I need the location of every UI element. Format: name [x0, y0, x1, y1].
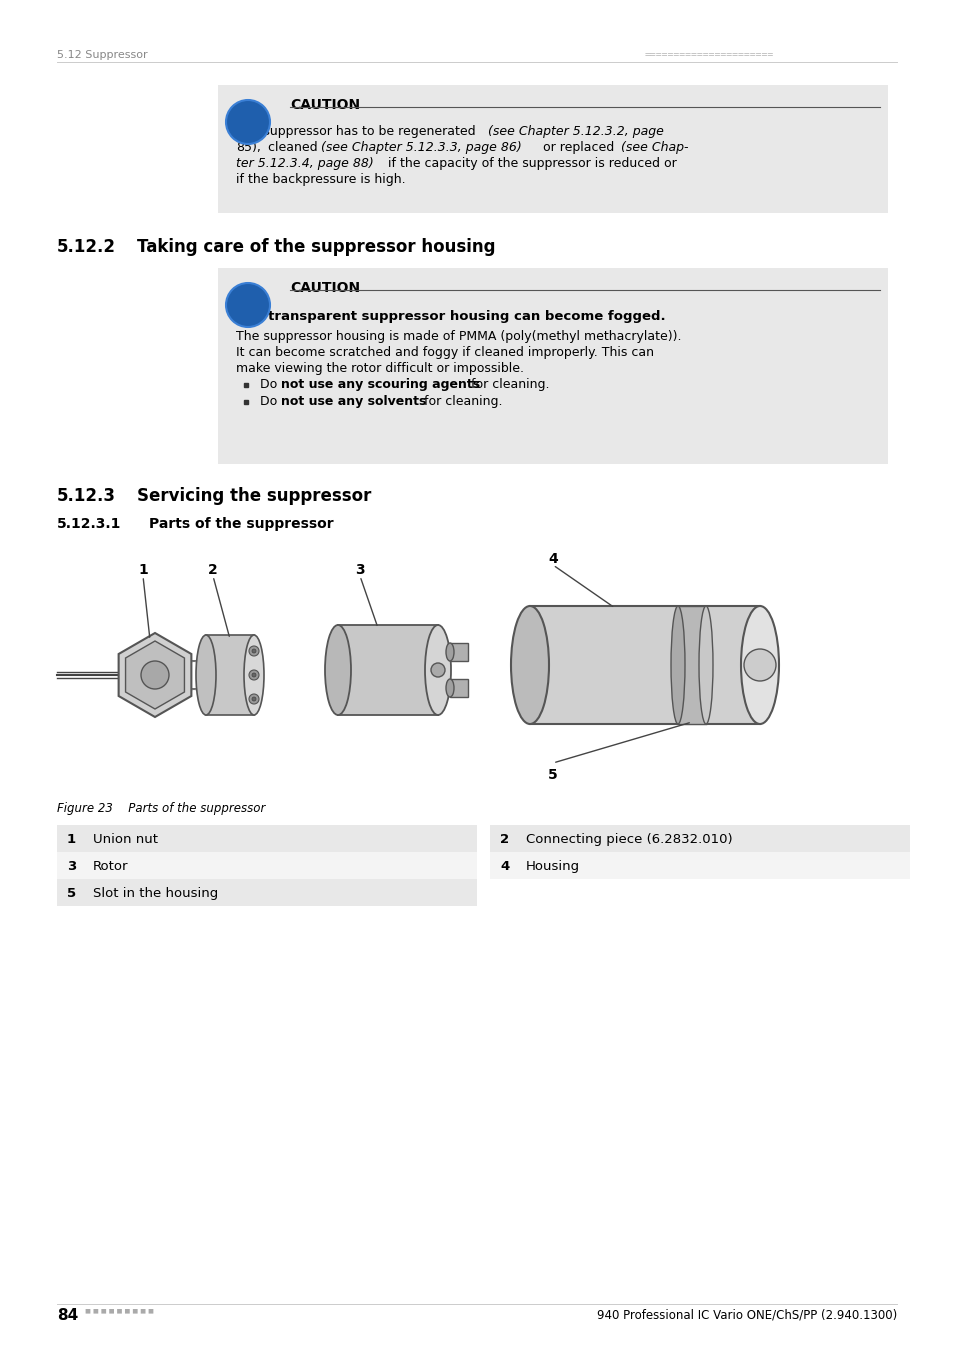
Circle shape: [226, 284, 270, 327]
Text: Connecting piece (6.2832.010): Connecting piece (6.2832.010): [525, 833, 732, 846]
Text: 5.12.3: 5.12.3: [57, 487, 116, 505]
Text: Do: Do: [260, 378, 281, 392]
Text: cleaned: cleaned: [264, 140, 321, 154]
Text: if the capacity of the suppressor is reduced or: if the capacity of the suppressor is red…: [384, 157, 676, 170]
Text: (see Chapter 5.12.3.3, page 86): (see Chapter 5.12.3.3, page 86): [320, 140, 521, 154]
Text: Servicing the suppressor: Servicing the suppressor: [137, 487, 371, 505]
Bar: [490, 825, 909, 852]
Text: not use any scouring agents: not use any scouring agents: [281, 378, 479, 392]
Text: CAUTION: CAUTION: [290, 281, 359, 296]
Ellipse shape: [699, 606, 712, 724]
Circle shape: [249, 670, 258, 680]
Bar: [57, 879, 476, 906]
Text: make viewing the rotor difficult or impossible.: make viewing the rotor difficult or impo…: [235, 362, 523, 375]
Text: 5.12 Suppressor: 5.12 Suppressor: [57, 50, 148, 59]
Polygon shape: [126, 641, 184, 709]
Ellipse shape: [740, 606, 779, 724]
Text: for cleaning.: for cleaning.: [419, 396, 502, 408]
Text: 5.12.3.1: 5.12.3.1: [57, 517, 121, 531]
Text: 1: 1: [138, 563, 148, 576]
Bar: [57, 852, 476, 879]
Circle shape: [252, 649, 255, 653]
Text: 2: 2: [208, 563, 217, 576]
Text: (see Chap-: (see Chap-: [620, 140, 688, 154]
Text: 84: 84: [57, 1308, 78, 1323]
Text: 2: 2: [499, 833, 509, 846]
Ellipse shape: [511, 606, 548, 724]
Text: Rotor: Rotor: [92, 860, 129, 873]
Text: 5: 5: [547, 768, 558, 782]
Bar: [57, 879, 476, 906]
Text: Slot in the housing: Slot in the housing: [92, 887, 218, 900]
Circle shape: [252, 674, 255, 676]
Text: 5: 5: [67, 887, 76, 900]
Circle shape: [431, 663, 444, 676]
Text: 3: 3: [67, 860, 76, 873]
Text: It can become scratched and foggy if cleaned improperly. This can: It can become scratched and foggy if cle…: [235, 346, 654, 359]
Polygon shape: [118, 633, 192, 717]
Text: Parts of the suppressor: Parts of the suppressor: [149, 517, 334, 531]
Ellipse shape: [446, 643, 454, 662]
Text: Housing: Housing: [525, 860, 579, 873]
Text: 3: 3: [355, 563, 364, 576]
Circle shape: [743, 649, 775, 680]
Text: ter 5.12.3.4, page 88): ter 5.12.3.4, page 88): [235, 157, 374, 170]
Text: ======================: ======================: [644, 50, 774, 59]
Text: 85),: 85),: [235, 140, 260, 154]
Ellipse shape: [325, 625, 351, 716]
Bar: [678, 606, 705, 724]
Text: Do: Do: [260, 396, 281, 408]
Ellipse shape: [195, 634, 215, 716]
Text: 5.12.2: 5.12.2: [57, 238, 116, 256]
Circle shape: [226, 100, 270, 144]
Text: 4: 4: [499, 860, 509, 873]
Text: (see Chapter 5.12.3.2, page: (see Chapter 5.12.3.2, page: [488, 126, 663, 138]
Text: The suppressor housing is made of PMMA (poly(methyl methacrylate)).: The suppressor housing is made of PMMA (…: [235, 329, 680, 343]
Circle shape: [141, 662, 169, 688]
Text: The suppressor has to be regenerated: The suppressor has to be regenerated: [235, 126, 479, 138]
Text: !: !: [242, 292, 253, 316]
Text: not use any solvents: not use any solvents: [281, 396, 426, 408]
Text: for cleaning.: for cleaning.: [467, 378, 549, 392]
Ellipse shape: [670, 606, 684, 724]
Text: 940 Professional IC Vario ONE/ChS/PP (2.940.1300): 940 Professional IC Vario ONE/ChS/PP (2.…: [597, 1308, 896, 1322]
Text: The transparent suppressor housing can become fogged.: The transparent suppressor housing can b…: [235, 310, 665, 323]
Circle shape: [249, 647, 258, 656]
Text: or replaced: or replaced: [538, 140, 618, 154]
Bar: [490, 852, 909, 879]
Text: 4: 4: [547, 552, 558, 566]
Circle shape: [252, 697, 255, 701]
Bar: [206, 634, 253, 716]
Text: Parts of the suppressor: Parts of the suppressor: [117, 802, 265, 815]
Ellipse shape: [244, 634, 264, 716]
Ellipse shape: [446, 679, 454, 697]
Bar: [57, 825, 476, 852]
Bar: [337, 625, 437, 716]
Text: CAUTION: CAUTION: [290, 99, 359, 112]
Circle shape: [249, 694, 258, 703]
Bar: [218, 269, 887, 464]
Text: if the backpressure is high.: if the backpressure is high.: [235, 173, 405, 186]
Text: Union nut: Union nut: [92, 833, 158, 846]
Ellipse shape: [424, 625, 451, 716]
Bar: [218, 85, 887, 213]
Text: Figure 23: Figure 23: [57, 802, 112, 815]
Bar: [450, 643, 468, 662]
Bar: [530, 606, 760, 724]
Text: ■ ■ ■ ■ ■ ■ ■ ■ ■: ■ ■ ■ ■ ■ ■ ■ ■ ■: [85, 1308, 153, 1314]
Text: !: !: [242, 109, 253, 134]
Bar: [450, 679, 468, 697]
Text: 1: 1: [67, 833, 76, 846]
Text: Taking care of the suppressor housing: Taking care of the suppressor housing: [137, 238, 495, 256]
